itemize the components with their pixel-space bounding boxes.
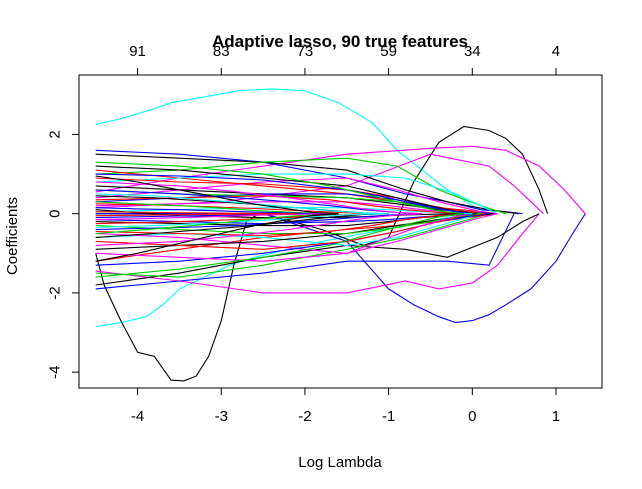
coefficient-path-7 (95, 213, 540, 294)
top-tick-label: 91 (129, 43, 146, 60)
coefficient-path-1 (95, 88, 490, 215)
chart-title: Adaptive lasso, 90 true features (212, 32, 468, 51)
coefficient-path-8 (95, 153, 544, 215)
y-axis-label: Coefficients (4, 197, 21, 275)
coefficient-path-6 (95, 145, 586, 215)
top-axis: 91 83 73 59 34 4 (129, 43, 560, 76)
x-axis-label: Log Lambda (298, 454, 382, 471)
coefficient-path-25 (95, 177, 485, 215)
coefficient-paths (95, 88, 586, 382)
coefficient-path-37 (95, 213, 464, 237)
coefficient-path-3 (95, 213, 260, 382)
coefficient-path-56 (95, 175, 339, 215)
coefficient-path-39 (95, 161, 464, 215)
y-tick-label: -4 (47, 365, 64, 378)
coefficient-path-40 (95, 213, 464, 278)
coefficient-path-46 (95, 213, 389, 238)
coefficient-path-42 (95, 213, 423, 231)
top-tick-label: 59 (380, 43, 397, 60)
coefficient-path-43 (95, 181, 423, 215)
coefficient-path-50 (95, 213, 389, 229)
coefficient-path-4 (95, 125, 549, 246)
coefficient-path-55 (95, 213, 339, 221)
coefficient-path-52 (95, 213, 339, 235)
coefficient-path-16 (95, 169, 498, 215)
coefficient-path-44 (95, 213, 423, 246)
y-tick-label: -2 (47, 286, 64, 299)
coefficient-path-59 (95, 213, 297, 217)
coefficient-path-19 (95, 177, 498, 215)
top-tick-label: 4 (552, 43, 560, 60)
x-tick-label: -4 (131, 408, 144, 425)
coefficient-path-32 (95, 213, 473, 262)
x-axis: -4 -3 -2 -1 0 1 (131, 387, 560, 425)
coefficient-path-11 (95, 153, 519, 215)
y-tick-label: 2 (47, 130, 64, 138)
coefficient-path-20 (95, 213, 498, 254)
y-axis: -4 -2 0 2 (47, 130, 80, 379)
coefficient-path-12 (95, 213, 540, 286)
coefficient-path-57 (95, 213, 339, 262)
x-tick-label: -1 (382, 408, 395, 425)
coefficient-path-33 (95, 173, 473, 215)
top-tick-label: 34 (464, 43, 481, 60)
coefficient-path-14 (95, 213, 490, 278)
coefficient-path-17 (95, 173, 498, 215)
x-tick-label: 0 (468, 408, 476, 425)
coefficient-path-49 (95, 193, 389, 215)
coefficient-path-36 (95, 195, 464, 215)
x-tick-label: -3 (215, 408, 228, 425)
coefficient-path-29 (95, 165, 477, 215)
x-tick-label: -2 (298, 408, 311, 425)
coefficient-path-10 (95, 213, 515, 290)
coefficient-path-15 (95, 213, 498, 262)
top-tick-label: 83 (213, 43, 230, 60)
x-tick-label: 1 (552, 408, 560, 425)
y-tick-label: 0 (47, 209, 64, 217)
top-tick-label: 73 (297, 43, 314, 60)
